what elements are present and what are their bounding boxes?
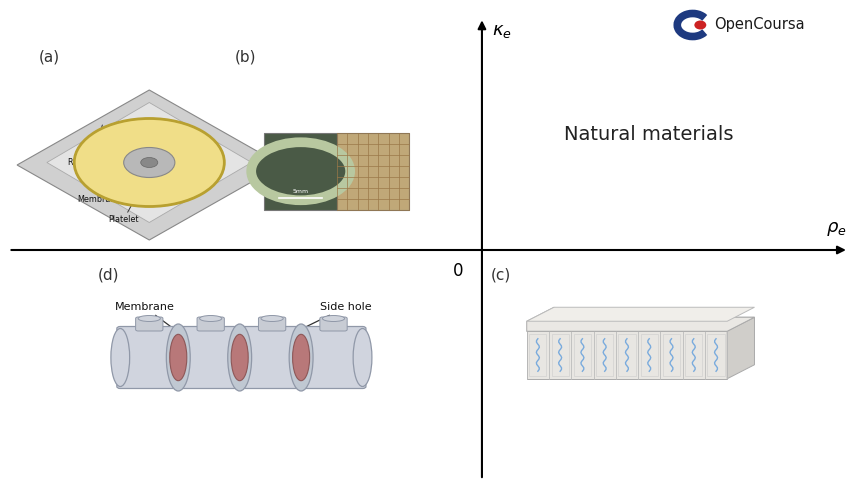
Circle shape	[251, 142, 350, 200]
FancyBboxPatch shape	[197, 317, 224, 331]
Polygon shape	[526, 318, 754, 332]
Ellipse shape	[292, 334, 309, 380]
Text: Membrane: Membrane	[115, 302, 209, 355]
Text: Platelet: Platelet	[108, 165, 153, 224]
Ellipse shape	[353, 328, 371, 386]
FancyBboxPatch shape	[264, 132, 337, 210]
Polygon shape	[526, 307, 754, 322]
FancyBboxPatch shape	[178, 326, 243, 388]
FancyBboxPatch shape	[135, 317, 163, 331]
Ellipse shape	[227, 324, 251, 391]
Text: Side hole: Side hole	[294, 302, 371, 332]
FancyBboxPatch shape	[320, 317, 347, 331]
Text: (a): (a)	[38, 50, 60, 65]
Ellipse shape	[231, 334, 248, 380]
Polygon shape	[17, 90, 281, 240]
Text: Natural materials: Natural materials	[563, 126, 732, 144]
FancyBboxPatch shape	[117, 326, 181, 388]
FancyBboxPatch shape	[301, 326, 366, 388]
Ellipse shape	[261, 316, 283, 322]
Polygon shape	[47, 102, 251, 222]
Text: Rigid frame: Rigid frame	[68, 125, 115, 166]
Text: $\rho_e$: $\rho_e$	[825, 220, 845, 238]
FancyBboxPatch shape	[258, 317, 285, 331]
Text: (c): (c)	[490, 268, 510, 282]
FancyBboxPatch shape	[337, 132, 409, 210]
Ellipse shape	[170, 334, 187, 380]
Text: (d): (d)	[98, 268, 119, 282]
Polygon shape	[526, 307, 754, 332]
Polygon shape	[726, 318, 754, 379]
Ellipse shape	[199, 316, 222, 322]
Circle shape	[74, 118, 224, 206]
Ellipse shape	[322, 316, 344, 322]
FancyBboxPatch shape	[239, 326, 304, 388]
Text: (b): (b)	[234, 50, 256, 65]
Ellipse shape	[289, 324, 313, 391]
Ellipse shape	[694, 20, 705, 30]
Polygon shape	[526, 332, 726, 379]
Circle shape	[124, 148, 175, 178]
Text: $\kappa_e$: $\kappa_e$	[492, 22, 511, 40]
Ellipse shape	[166, 324, 190, 391]
Text: 0: 0	[452, 262, 463, 280]
Ellipse shape	[138, 316, 160, 322]
Text: Membrane: Membrane	[77, 150, 170, 204]
Circle shape	[141, 158, 158, 168]
Text: 5mm: 5mm	[292, 189, 308, 194]
Text: OpenCoursa: OpenCoursa	[713, 18, 803, 32]
Ellipse shape	[111, 328, 130, 386]
